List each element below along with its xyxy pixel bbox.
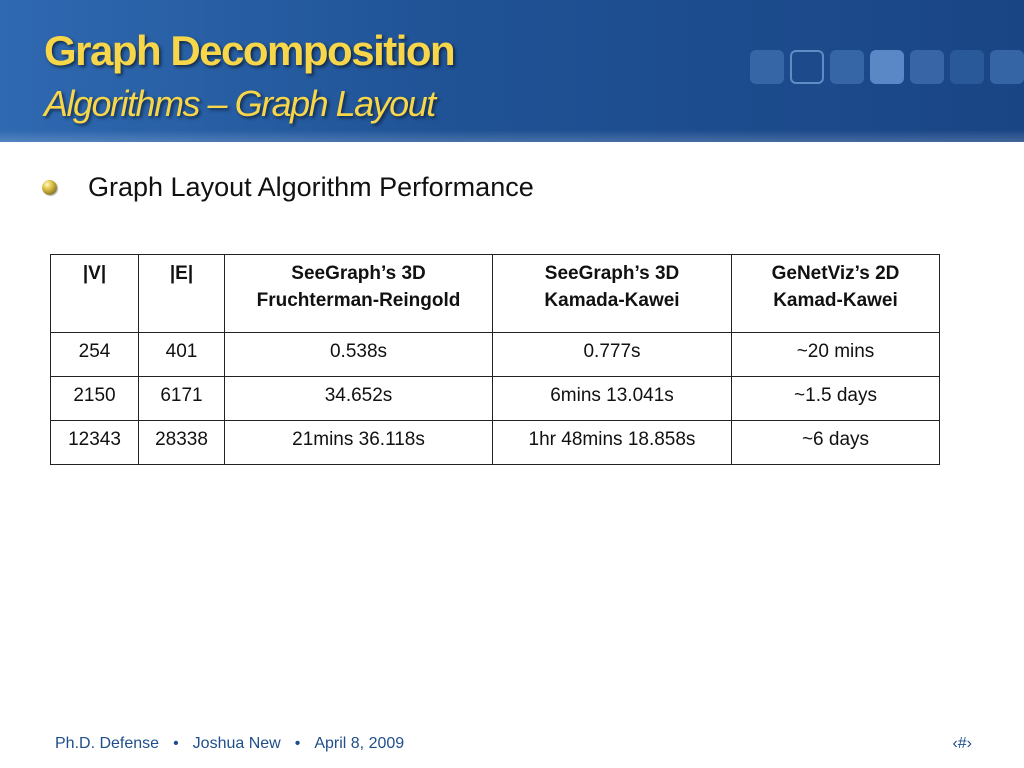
table-cell: 6mins 13.041s: [492, 376, 732, 421]
decor-square: [990, 50, 1024, 84]
title-banner: Graph Decomposition Algorithms – Graph L…: [0, 0, 1024, 142]
footer-event: Ph.D. Defense: [55, 735, 160, 752]
table-cell: ~6 days: [731, 420, 940, 465]
footer-separator: •: [294, 735, 301, 752]
header-line: SeeGraph’s 3D: [291, 263, 426, 284]
slide-number: ‹#›: [952, 735, 972, 752]
decor-square: [910, 50, 944, 84]
table-cell: 254: [50, 332, 139, 377]
table-cell: 34.652s: [224, 376, 493, 421]
footer-date: April 8, 2009: [314, 735, 405, 752]
header-cell-seegraph-kk: SeeGraph’s 3D Kamada-Kawei: [492, 254, 732, 333]
table-cell: 401: [138, 332, 225, 377]
decor-square: [830, 50, 864, 84]
header-cell-e: |E|: [138, 254, 225, 333]
table-cell: 0.777s: [492, 332, 732, 377]
decor-square: [750, 50, 784, 84]
table-row: 254 401 0.538s 0.777s ~20 mins: [50, 332, 940, 377]
header-cell-seegraph-fr: SeeGraph’s 3D Fruchterman-Reingold: [224, 254, 493, 333]
table-cell: 6171: [138, 376, 225, 421]
header-line: |E|: [169, 263, 194, 284]
slide-subtitle: Algorithms – Graph Layout: [44, 83, 436, 124]
decorative-squares: [750, 50, 1024, 84]
bullet-item: Graph Layout Algorithm Performance: [42, 172, 534, 203]
header-cell-genetviz-kk: GeNetViz’s 2D Kamad-Kawei: [731, 254, 940, 333]
table-cell: 12343: [50, 420, 139, 465]
header-line: Fruchterman-Reingold: [256, 289, 461, 311]
header-cell-v: |V|: [50, 254, 139, 333]
table-cell: 2150: [50, 376, 139, 421]
table-row: 12343 28338 21mins 36.118s 1hr 48mins 18…: [50, 420, 940, 465]
header-line: Kamad-Kawei: [773, 289, 898, 311]
table-row: 2150 6171 34.652s 6mins 13.041s ~1.5 day…: [50, 376, 940, 421]
table-cell: ~20 mins: [731, 332, 940, 377]
footer-separator: •: [173, 735, 179, 752]
header-line: |V|: [82, 263, 107, 284]
performance-table: |V| |E| SeeGraph’s 3D Fruchterman-Reingo…: [50, 254, 940, 465]
table-cell: ~1.5 days: [731, 376, 940, 421]
footer: Ph.D. Defense • Joshua New • April 8, 2009: [55, 735, 404, 753]
header-line: SeeGraph’s 3D: [544, 263, 680, 284]
table-cell: 1hr 48mins 18.858s: [492, 420, 732, 465]
slide-title: Graph Decomposition: [44, 27, 456, 74]
table-cell: 21mins 36.118s: [224, 420, 493, 465]
header-line: Kamada-Kawei: [544, 289, 680, 311]
decor-square: [950, 50, 984, 84]
table-cell: 0.538s: [224, 332, 493, 377]
header-line: GeNetViz’s 2D: [771, 263, 900, 284]
bullet-icon: [42, 180, 57, 195]
table-cell: 28338: [138, 420, 225, 465]
table-header-row: |V| |E| SeeGraph’s 3D Fruchterman-Reingo…: [50, 254, 940, 333]
footer-presenter: Joshua New: [192, 735, 281, 752]
decor-square: [870, 50, 904, 84]
decor-square: [790, 50, 824, 84]
bullet-text: Graph Layout Algorithm Performance: [88, 172, 534, 202]
